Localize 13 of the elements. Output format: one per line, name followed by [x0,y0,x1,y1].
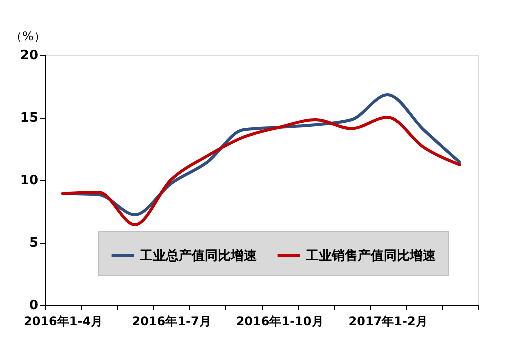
y-tick-label: 10 [20,174,38,188]
y-tick-label: 5 [29,236,38,251]
line-series [62,116,462,226]
x-tick-label: 2016年1-4月 [24,314,104,328]
legend-label: 工业总产值同比增速 [139,248,258,264]
x-tick-label: 2016年1-10月 [236,314,324,328]
x-tick-label: 2017年1-2月 [348,314,428,328]
y-tick-label: 20 [20,48,38,64]
y-tick-label: 15 [20,111,38,126]
y-axis-title: （%） [10,30,46,44]
x-tick-label: 2016年1-7月 [132,314,212,328]
y-tick-label: 0 [29,298,38,314]
legend-label: 工业销售产值同比增速 [305,248,437,264]
